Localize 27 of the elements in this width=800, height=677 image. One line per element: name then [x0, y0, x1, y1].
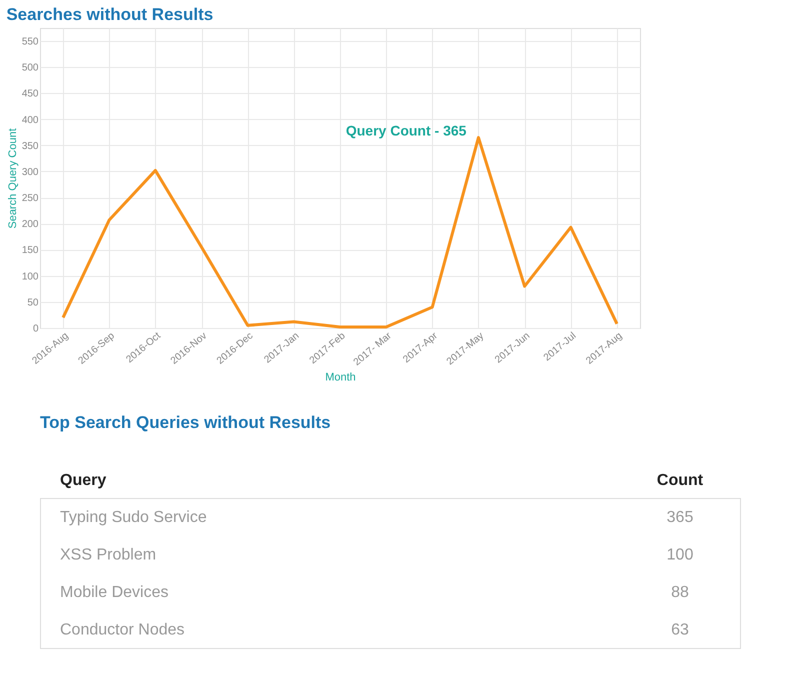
y-axis-title: Search Query Count [6, 128, 19, 229]
y-tick-label: 550 [22, 36, 39, 48]
y-tick-label: 300 [22, 166, 39, 178]
y-tick-label: 450 [22, 88, 39, 100]
category-label: XSS Problem [60, 546, 156, 564]
category-label: Conductor Nodes [60, 621, 185, 638]
y-tick-label: 250 [22, 193, 39, 204]
category-label: Typing Sudo Service [60, 508, 207, 526]
y-tick-label: 50 [27, 297, 39, 308]
data-label: 88 [671, 584, 689, 601]
chart-title: Searches without Results [6, 5, 214, 24]
data-label: 100 [666, 546, 694, 564]
text: Query [60, 472, 106, 489]
y-tick-label: 400 [22, 114, 39, 126]
y-tick-label: 0 [32, 324, 39, 334]
y-tick-label: 100 [22, 271, 39, 282]
data-label: 63 [671, 621, 689, 638]
y-tick-label: 500 [22, 62, 39, 74]
text: Count [656, 472, 704, 489]
y-tick-label: 200 [22, 219, 39, 230]
y-tick-label: 150 [22, 245, 39, 256]
text: Top Search Queries without Results [40, 413, 331, 432]
annotation: Query Count - 365 [346, 122, 467, 139]
data-label: 365 [666, 508, 694, 526]
category-label: Mobile Devices [60, 584, 168, 601]
y-tick-label: 350 [22, 140, 39, 152]
x-axis-title: Month [325, 371, 356, 384]
